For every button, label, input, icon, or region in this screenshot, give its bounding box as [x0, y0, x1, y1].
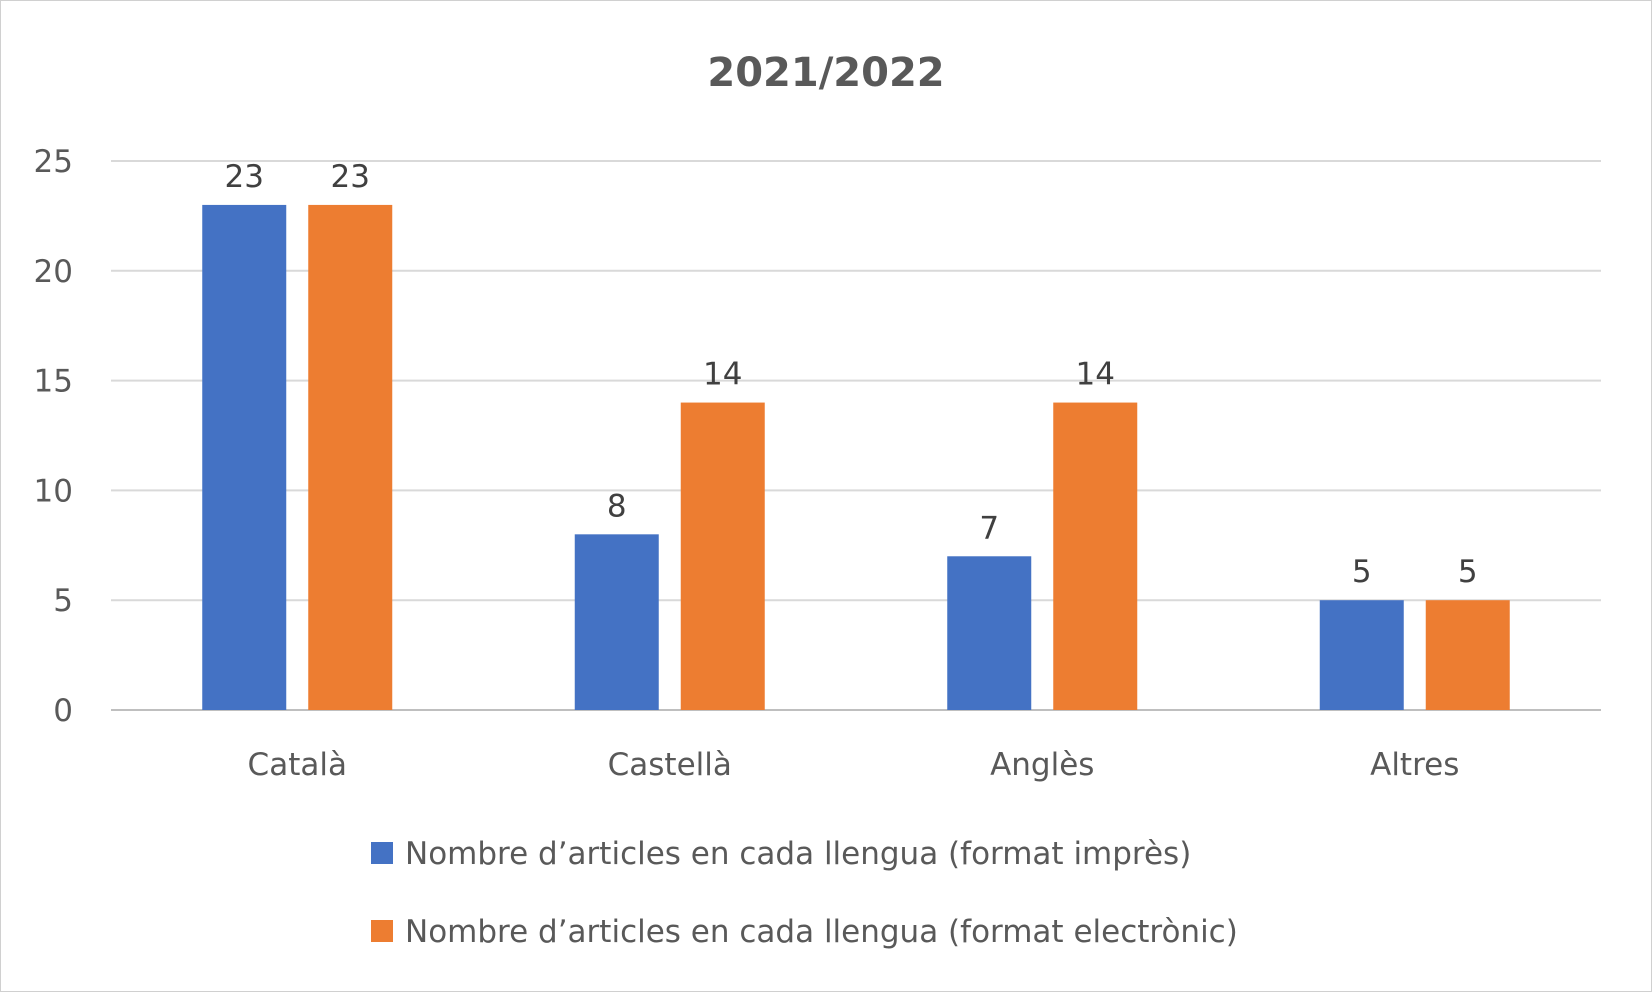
x-axis-categories: Català Castellà Anglès Altres	[248, 747, 1460, 783]
bars	[202, 204, 1510, 711]
bar-printed	[574, 534, 659, 710]
legend-swatch	[371, 842, 393, 864]
data-labels: 23 23 8 14 7 14 5 5	[225, 159, 1478, 590]
y-tick-label: 15	[34, 364, 73, 400]
data-label: 23	[225, 159, 264, 195]
data-label: 5	[1458, 554, 1478, 590]
bar-electronic	[308, 204, 393, 711]
y-tick-label: 10	[34, 473, 73, 509]
legend-label: Nombre d’articles en cada llengua (forma…	[405, 914, 1238, 950]
y-tick-label: 5	[53, 583, 73, 619]
data-label: 5	[1352, 554, 1372, 590]
data-label: 14	[703, 357, 742, 393]
legend-label: Nombre d’articles en cada llengua (forma…	[405, 836, 1191, 872]
data-label: 8	[607, 488, 627, 524]
legend-swatch	[371, 920, 393, 942]
y-axis-ticks: 0 5 10 15 20 25	[34, 144, 73, 729]
category-label: Altres	[1370, 747, 1459, 783]
data-label: 7	[979, 510, 999, 546]
chart-title: 2021/2022	[707, 50, 944, 96]
bar-electronic	[680, 402, 765, 710]
y-tick-label: 0	[53, 693, 73, 729]
data-label: 23	[331, 159, 370, 195]
data-label: 14	[1076, 357, 1115, 393]
category-label: Anglès	[990, 747, 1094, 783]
bar-electronic	[1425, 600, 1510, 710]
y-tick-label: 25	[34, 144, 73, 180]
bar-printed	[202, 204, 287, 711]
bar-printed	[947, 556, 1032, 710]
bar-printed	[1319, 600, 1404, 710]
category-label: Català	[248, 747, 347, 783]
legend: Nombre d’articles en cada llengua (forma…	[371, 836, 1238, 950]
bar-electronic	[1053, 402, 1138, 710]
category-label: Castellà	[608, 747, 732, 783]
y-tick-label: 20	[34, 254, 73, 290]
